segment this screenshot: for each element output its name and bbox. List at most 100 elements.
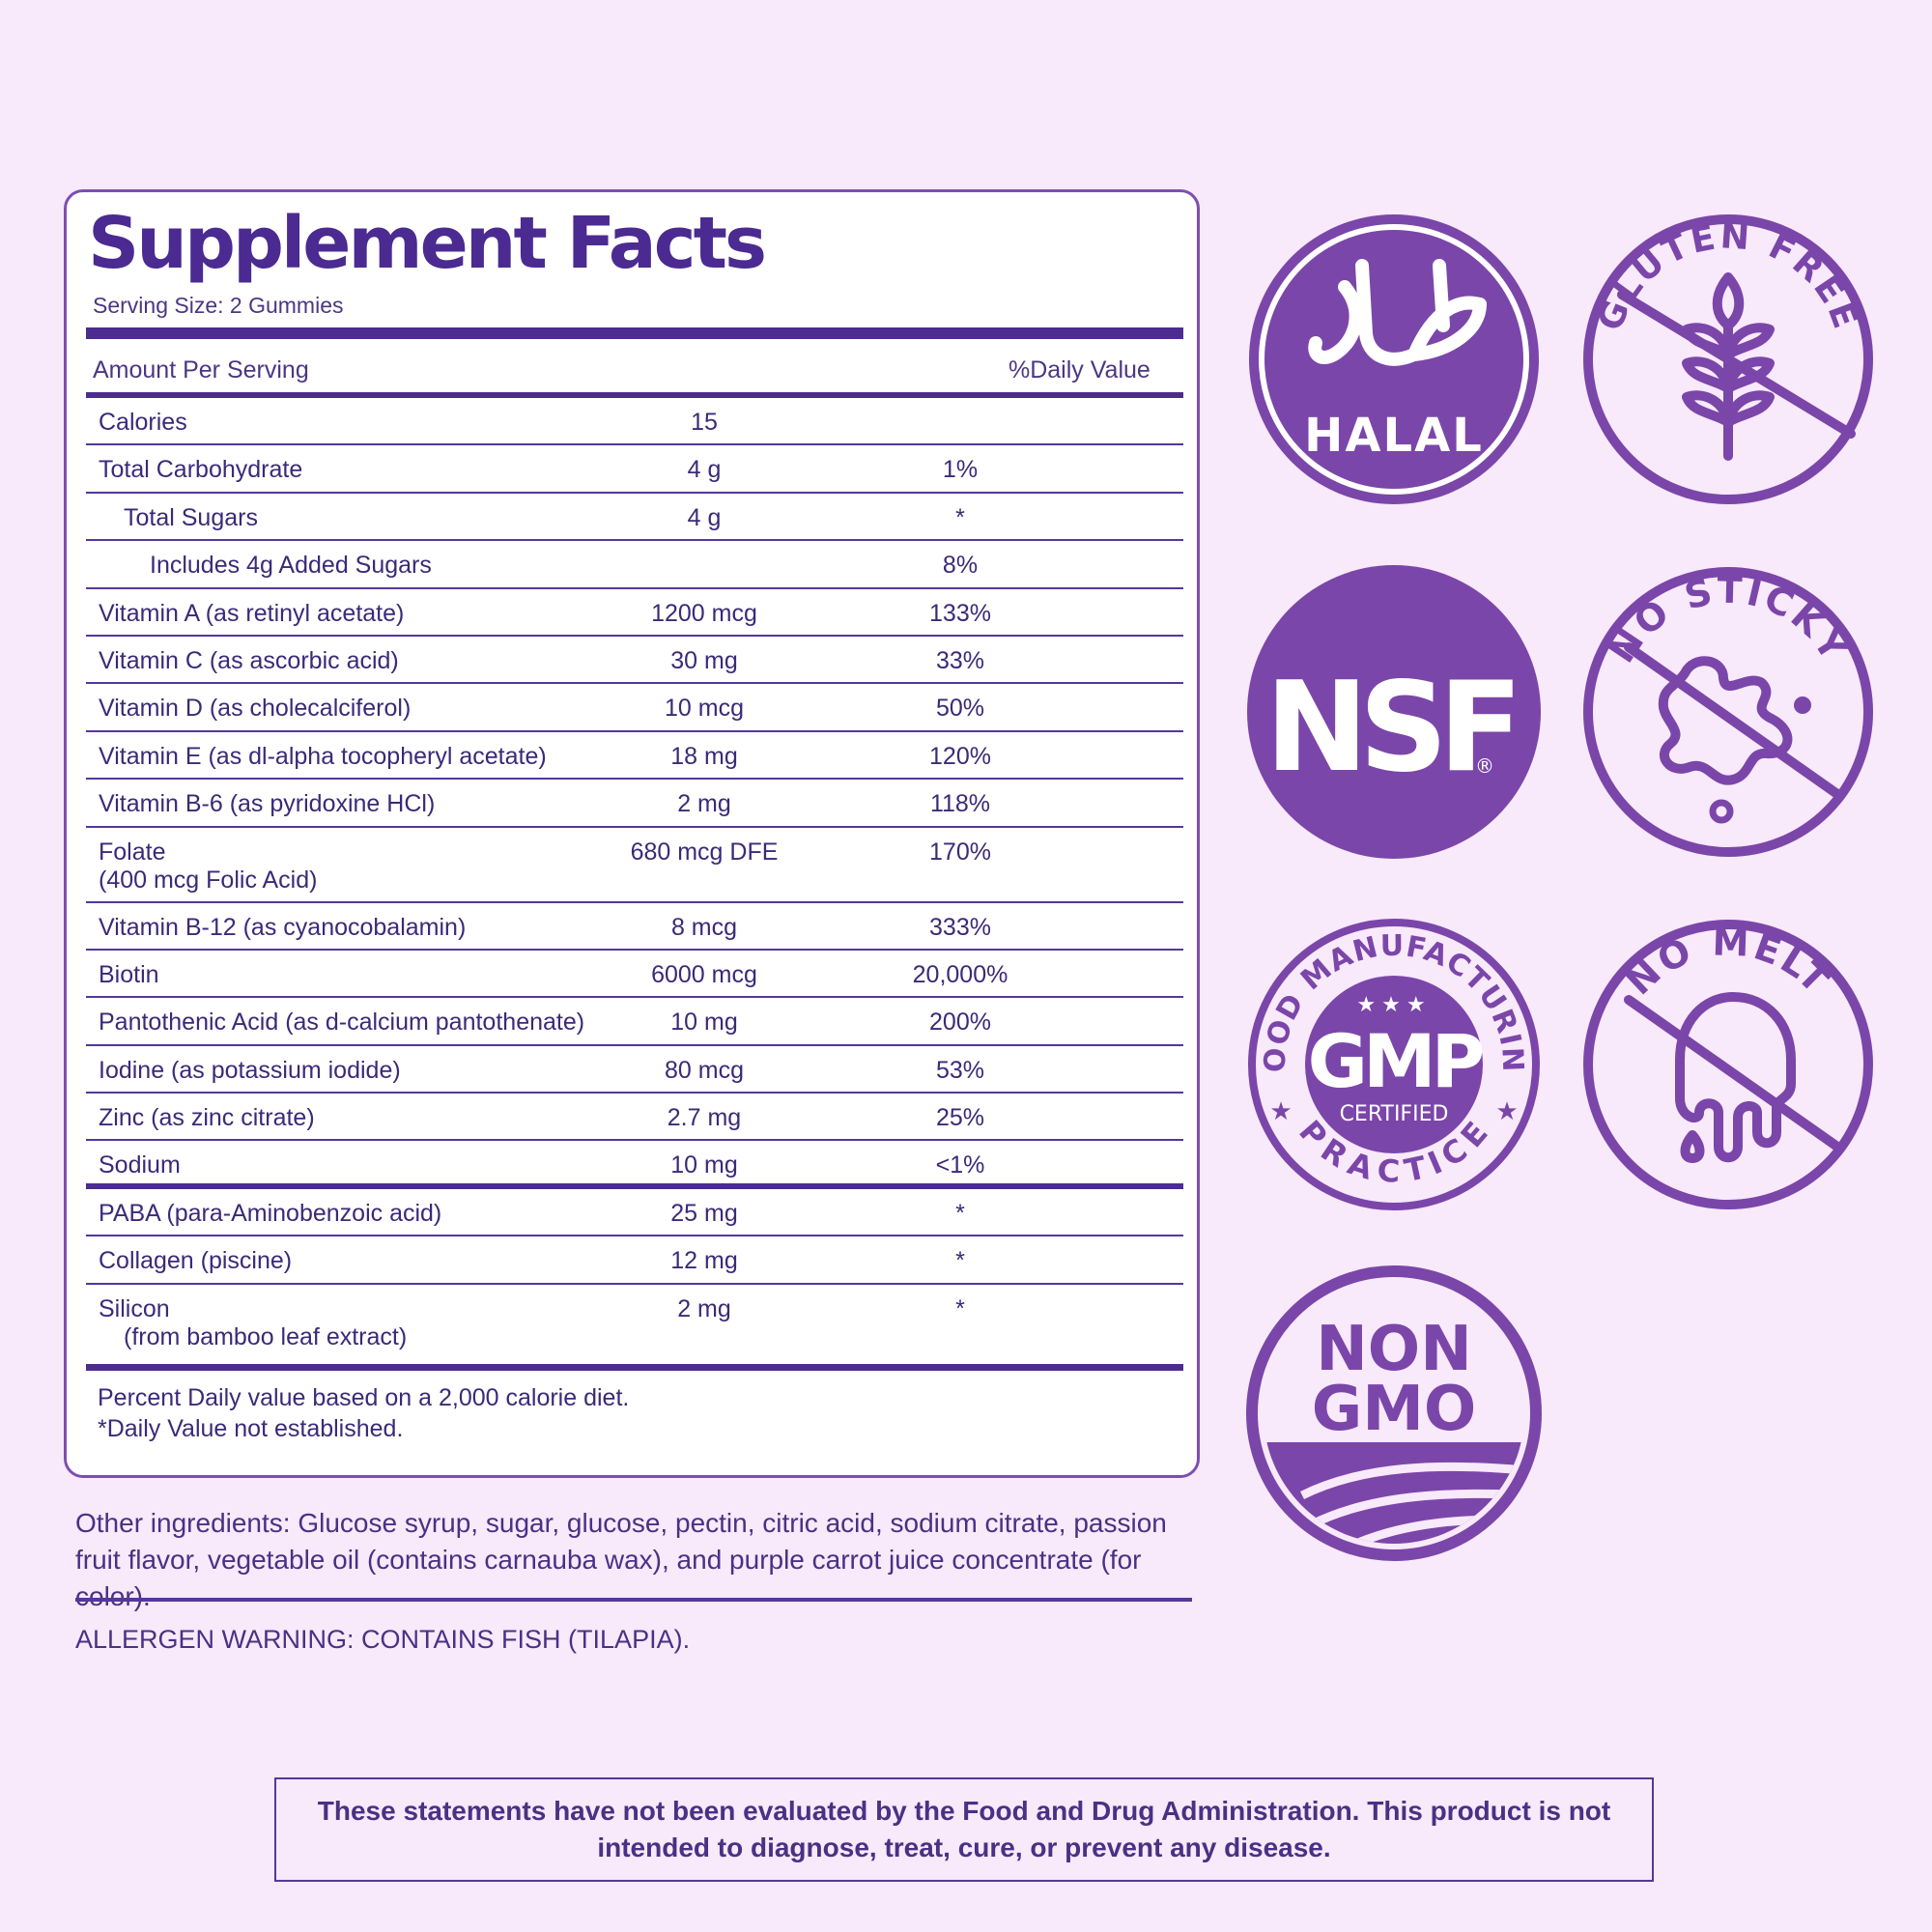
header-rule	[86, 392, 1183, 398]
melting-icon: NO MELT	[1583, 920, 1873, 1209]
nutrient-dv: *	[955, 1294, 965, 1322]
nutrient-name: PABA (para-Aminobenzoic acid)	[99, 1199, 442, 1227]
nutrient-amount: 18 mg	[670, 742, 738, 770]
non-gmo-badge: NON GMO	[1244, 1264, 1544, 1563]
header-daily-value: %Daily Value	[1009, 356, 1151, 384]
fda-disclaimer-box: These statements have not been evaluated…	[274, 1777, 1654, 1882]
table-row: Calories 15	[86, 398, 1183, 446]
nutrient-amount: 8 mcg	[670, 913, 738, 941]
nutrient-dv: 20,000%	[912, 960, 1009, 988]
nutrient-dv: 170%	[929, 838, 991, 866]
table-row: Vitamin B-6 (as pyridoxine HCl) 2 mg 118…	[86, 780, 1183, 828]
gluten-free-badge: GLUTEN FREE	[1578, 210, 1878, 509]
halal-label: HALAL	[1304, 409, 1484, 463]
nutrient-dv: 53%	[935, 1056, 985, 1084]
svg-text:★★★: ★★★	[1356, 992, 1431, 1016]
nutrient-name: Silicon	[99, 1294, 170, 1322]
serving-size: Serving Size: 2 Gummies	[93, 293, 344, 318]
nutrient-dv: 118%	[929, 790, 991, 818]
nutrient-subname: (from bamboo leaf extract)	[124, 1322, 408, 1350]
nutrient-dv: *	[955, 1199, 965, 1227]
nutrient-dv: 133%	[929, 599, 991, 627]
nutrient-dv: <1%	[935, 1151, 985, 1179]
nsf-label: NSF	[1265, 656, 1514, 800]
gmo-label: GMO	[1312, 1374, 1477, 1445]
no-sticky-badge: NO STICKY	[1578, 562, 1878, 862]
nutrient-dv: 120%	[929, 742, 991, 770]
gmp-icon: GOOD MANUFACTURING PRACTICE ★ ★ ★★★ GMP …	[1244, 915, 1540, 1210]
nsf-icon: NSF ®	[1247, 565, 1541, 859]
nutrient-name: Vitamin A (as retinyl acetate)	[99, 599, 405, 627]
registered-mark: ®	[1475, 754, 1494, 778]
nutrient-dv: *	[955, 1247, 965, 1275]
table-row: Vitamin E (as dl-alpha tocopheryl acetat…	[86, 732, 1183, 781]
nutrient-name: Folate	[99, 838, 166, 866]
nutrient-name: Biotin	[99, 960, 159, 988]
table-row: Collagen (piscine) 12 mg *	[86, 1236, 1183, 1285]
table-row: Vitamin A (as retinyl acetate) 1200 mcg …	[86, 589, 1183, 637]
nutrient-name: Calories	[99, 409, 187, 436]
thick-rule	[86, 327, 1183, 339]
gmp-certified-label: CERTIFIED	[1340, 1102, 1449, 1126]
nutrient-name: Total Carbohydrate	[99, 456, 303, 484]
splat-icon: NO STICKY	[1583, 567, 1873, 857]
nutrient-name: Iodine (as potassium iodide)	[99, 1056, 401, 1084]
footnote-not-established: *Daily Value not established.	[98, 1415, 404, 1442]
fda-disclaimer: These statements have not been evaluated…	[317, 1796, 1611, 1862]
facts-table: Calories 15 Total Carbohydrate 4 g 1% To…	[86, 398, 1183, 1360]
nutrient-amount: 4 g	[687, 503, 722, 531]
nutrient-name: Collagen (piscine)	[99, 1247, 293, 1275]
nutrient-amount: 2.7 mg	[667, 1104, 742, 1132]
svg-text:★: ★	[1269, 1096, 1292, 1125]
gmp-label: GMP	[1308, 1018, 1483, 1104]
nutrient-amount: 10 mg	[670, 1009, 738, 1037]
nutrient-dv: 50%	[935, 695, 985, 723]
header-amount-per-serving: Amount Per Serving	[93, 356, 309, 384]
nutrient-amount: 2 mg	[677, 1294, 731, 1322]
supplement-facts-panel: Supplement Facts Serving Size: 2 Gummies…	[64, 189, 1200, 1478]
table-row: Vitamin B-12 (as cyanocobalamin) 8 mcg 3…	[86, 903, 1183, 951]
nutrient-name: Vitamin B-12 (as cyanocobalamin)	[99, 913, 467, 941]
nutrient-name: Zinc (as zinc citrate)	[99, 1104, 315, 1132]
table-row: Folate (400 mcg Folic Acid) 680 mcg DFE …	[86, 828, 1183, 903]
nutrient-dv: *	[955, 503, 965, 531]
nutrient-name: Vitamin D (as cholecalciferol)	[99, 695, 412, 723]
nutrient-dv: 1%	[942, 456, 979, 484]
wheat-icon: GLUTEN FREE	[1583, 214, 1873, 504]
nutrient-amount: 10 mg	[670, 1151, 738, 1179]
nutrient-amount: 30 mg	[670, 646, 738, 674]
non-label: NON	[1316, 1314, 1472, 1385]
table-row: Sodium 10 mg <1%	[86, 1141, 1183, 1189]
table-row: Total Sugars 4 g *	[86, 494, 1183, 542]
nutrient-amount: 1200 mcg	[651, 599, 757, 627]
table-row: Vitamin C (as ascorbic acid) 30 mg 33%	[86, 637, 1183, 685]
facts-title: Supplement Facts	[88, 202, 767, 285]
nutrient-dv: 333%	[929, 913, 991, 941]
svg-text:★: ★	[1495, 1096, 1518, 1125]
nutrient-name: Vitamin B-6 (as pyridoxine HCl)	[99, 790, 436, 818]
table-row: Iodine (as potassium iodide) 80 mcg 53%	[86, 1046, 1183, 1094]
table-row: Zinc (as zinc citrate) 2.7 mg 25%	[86, 1094, 1183, 1142]
table-row: Vitamin D (as cholecalciferol) 10 mcg 50…	[86, 684, 1183, 732]
no-melt-badge: NO MELT	[1578, 915, 1878, 1214]
nutrient-subname: (400 mcg Folic Acid)	[99, 866, 318, 894]
nutrient-amount: 2 mg	[677, 790, 731, 818]
nutrient-name: Total Sugars	[124, 503, 258, 531]
nutrient-amount: 6000 mcg	[651, 960, 757, 988]
nutrient-amount: 10 mcg	[665, 695, 744, 723]
other-ingredients: Other ingredients: Glucose syrup, sugar,…	[75, 1508, 1167, 1611]
nutrient-amount: 4 g	[687, 456, 722, 484]
nutrient-dv: 33%	[935, 646, 985, 674]
field-icon: NON GMO	[1246, 1265, 1542, 1561]
bottom-rule	[86, 1364, 1183, 1371]
table-row: Pantothenic Acid (as d-calcium pantothen…	[86, 998, 1183, 1046]
halal-icon: HALAL	[1249, 214, 1539, 504]
table-row: Includes 4g Added Sugars 8%	[86, 541, 1183, 589]
table-row: PABA (para-Aminobenzoic acid) 25 mg *	[86, 1189, 1183, 1237]
nutrient-name: Vitamin E (as dl-alpha tocopheryl acetat…	[99, 742, 547, 770]
nutrient-dv: 8%	[942, 552, 979, 580]
nutrient-amount: 680 mcg DFE	[630, 838, 779, 866]
nutrient-amount: 12 mg	[670, 1247, 738, 1275]
halal-badge: HALAL	[1244, 210, 1544, 509]
